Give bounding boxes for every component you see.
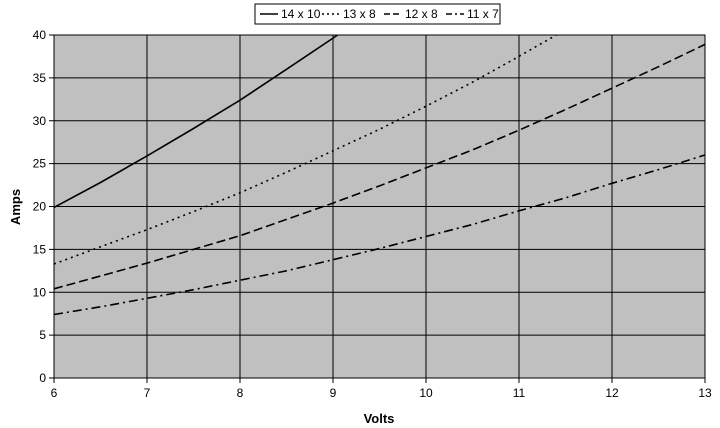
y-tick-label: 30 — [33, 114, 47, 128]
x-tick-label: 8 — [237, 386, 244, 400]
y-tick-label: 15 — [33, 242, 47, 256]
x-tick-label: 10 — [419, 386, 433, 400]
legend-label: 12 x 8 — [405, 7, 438, 21]
y-tick-label: 5 — [39, 328, 46, 342]
legend-label: 13 x 8 — [343, 7, 376, 21]
y-axis-title: Amps — [8, 189, 23, 225]
y-tick-label: 25 — [33, 157, 47, 171]
x-tick-label: 11 — [513, 386, 526, 400]
y-tick-label: 0 — [39, 371, 46, 385]
legend-label: 11 x 7 — [467, 7, 499, 21]
y-tick-label: 10 — [33, 285, 47, 299]
x-tick-label: 12 — [605, 386, 619, 400]
x-tick-label: 13 — [698, 386, 712, 400]
x-tick-label: 9 — [330, 386, 337, 400]
x-axis-title: Volts — [364, 411, 395, 426]
y-tick-label: 40 — [33, 28, 47, 42]
legend: 14 x 10 13 x 8 12 x 8 11 x 7 — [255, 4, 500, 24]
x-tick-label: 6 — [51, 386, 58, 400]
x-tick-label: 7 — [144, 386, 151, 400]
y-tick-label: 20 — [33, 200, 47, 214]
y-tick-label: 35 — [33, 71, 47, 85]
legend-label: 14 x 10 — [281, 7, 321, 21]
